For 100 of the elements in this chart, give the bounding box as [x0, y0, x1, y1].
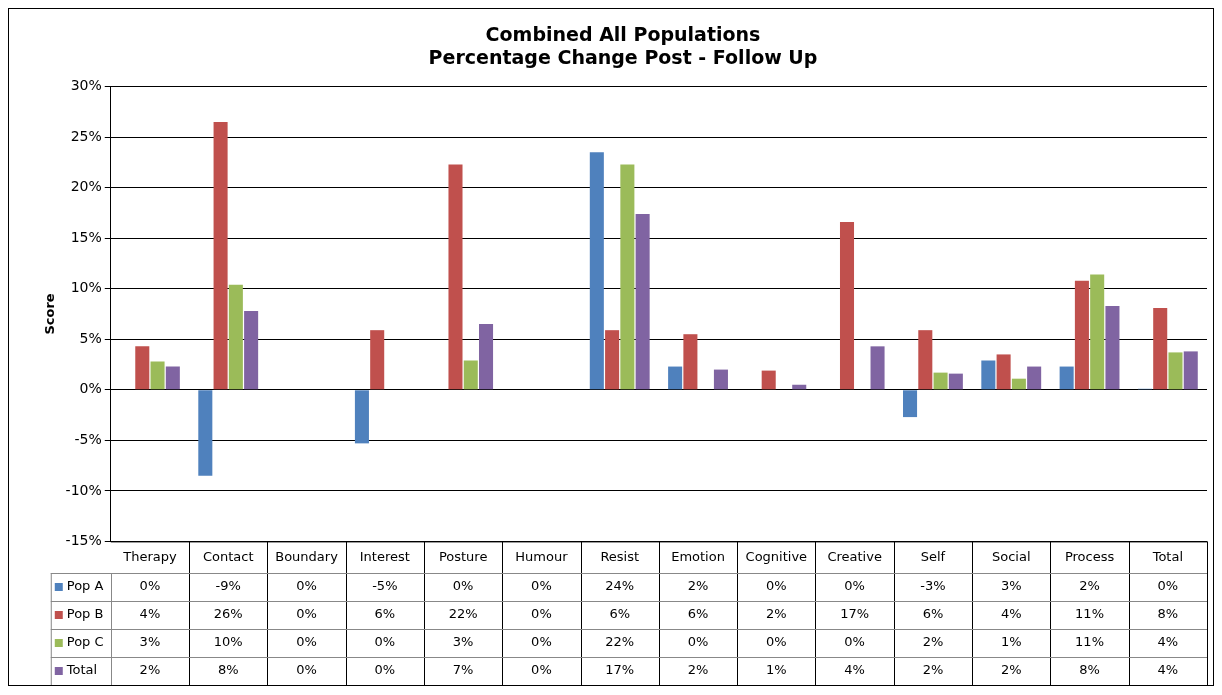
y-tick-label: 20%: [70, 178, 102, 195]
bar: [1105, 305, 1120, 390]
x-tick-label: Boundary: [275, 548, 339, 564]
data-label: 17%: [840, 606, 870, 622]
data-label: 0%: [687, 634, 709, 650]
data-label: 8%: [1157, 606, 1179, 622]
data-label: 0%: [139, 578, 161, 594]
data-label: 1%: [766, 662, 787, 678]
bar: [1153, 307, 1168, 390]
bar: [605, 330, 620, 390]
bar: [948, 373, 963, 390]
x-tick-label: Process: [1064, 548, 1115, 564]
data-label: 8%: [217, 662, 239, 678]
data-label: 4%: [844, 662, 865, 678]
x-tick-label: Self: [920, 548, 946, 564]
bar: [620, 164, 635, 390]
legend-label: Total: [65, 662, 98, 678]
bar: [228, 284, 243, 390]
data-label: 0%: [531, 634, 552, 650]
bar: [135, 346, 150, 390]
bar: [1090, 274, 1105, 390]
data-label: 0%: [296, 634, 317, 650]
data-label: 0%: [844, 634, 865, 650]
data-label: 10%: [213, 634, 243, 650]
data-label: 7%: [452, 662, 474, 678]
y-tick-label: -15%: [65, 532, 102, 549]
data-label: 2%: [922, 662, 944, 678]
bar: [839, 222, 855, 390]
data-label: 3%: [452, 634, 474, 650]
bar: [354, 390, 369, 444]
x-tick-label: Cognitive: [745, 548, 808, 564]
bar: [635, 213, 650, 390]
x-tick-label: Creative: [827, 548, 882, 564]
data-label: 4%: [1157, 662, 1179, 678]
bar: [1183, 351, 1198, 390]
x-tick-label: Total: [1151, 548, 1184, 564]
data-label: 22%: [605, 634, 635, 650]
data-label: 0%: [1157, 578, 1179, 594]
x-tick-label: Interest: [359, 548, 410, 564]
data-label: 4%: [1000, 606, 1022, 622]
data-label: 3%: [139, 634, 161, 650]
data-label: 4%: [139, 606, 161, 622]
x-tick-label: Emotion: [671, 548, 725, 564]
bar: [1027, 366, 1042, 390]
data-label: 0%: [766, 578, 787, 594]
data-label: 0%: [452, 578, 474, 594]
data-label: 2%: [1079, 578, 1100, 594]
bar: [713, 369, 728, 390]
bar: [996, 354, 1011, 390]
y-tick-label: 0%: [79, 380, 102, 397]
bar: [463, 360, 478, 390]
data-label: 0%: [374, 634, 396, 650]
data-label: 0%: [296, 606, 317, 622]
data-label: 17%: [605, 662, 635, 678]
bar: [1059, 366, 1074, 390]
data-label: 24%: [605, 578, 635, 594]
bar: [1011, 378, 1026, 390]
bar: [903, 390, 918, 418]
data-label: 0%: [531, 578, 552, 594]
bar: [448, 164, 463, 390]
bar: [150, 361, 165, 390]
bar: [933, 372, 948, 390]
data-label: 0%: [844, 578, 865, 594]
legend-label: Pop A: [66, 578, 104, 594]
data-label: 2%: [139, 662, 161, 678]
data-label: 6%: [374, 606, 396, 622]
bar: [668, 366, 683, 390]
data-label: 2%: [766, 606, 787, 622]
data-label: 0%: [374, 662, 396, 678]
bar: [870, 346, 885, 390]
bar: [918, 330, 933, 390]
x-tick-label: Posture: [438, 548, 488, 564]
data-label: 2%: [922, 634, 944, 650]
data-label: 11%: [1075, 606, 1104, 622]
data-label: 22%: [448, 606, 478, 622]
bar: [370, 330, 385, 390]
data-label: 0%: [296, 662, 317, 678]
data-label: 6%: [609, 606, 631, 622]
y-tick-label: 30%: [70, 77, 102, 94]
y-tick-label: -5%: [74, 430, 102, 447]
data-label: 6%: [687, 606, 709, 622]
data-label: 2%: [687, 578, 709, 594]
data-label: 0%: [296, 578, 317, 594]
bar: [244, 310, 259, 390]
x-tick-label: Humour: [515, 548, 569, 564]
data-label: 2%: [687, 662, 709, 678]
bar: [1074, 280, 1089, 390]
bar: [213, 121, 228, 390]
legend-label: Pop B: [66, 606, 104, 622]
y-tick-label: 25%: [70, 127, 102, 144]
bar: [1168, 352, 1183, 390]
y-axis-title: Score: [42, 293, 58, 335]
chart-subtitle: Percentage Change Post - Follow Up: [428, 46, 818, 69]
data-label: 3%: [1000, 578, 1022, 594]
legend-label: Pop C: [66, 634, 104, 650]
data-label: 4%: [1157, 634, 1179, 650]
bar: [761, 370, 776, 390]
bar: [165, 366, 180, 390]
data-label: 1%: [1000, 634, 1022, 650]
data-label: 26%: [213, 606, 243, 622]
